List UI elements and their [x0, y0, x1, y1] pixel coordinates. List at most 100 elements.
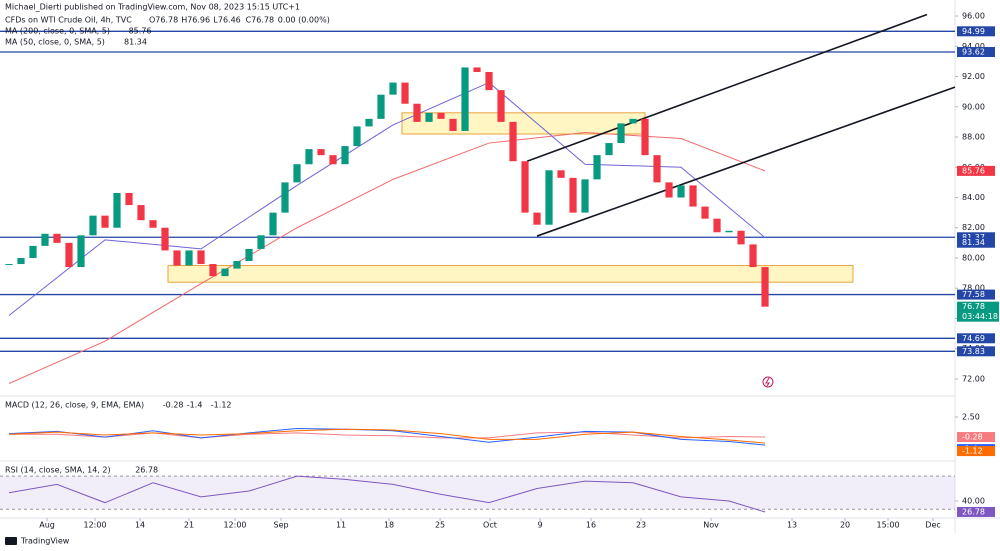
x-tick-label: 20	[840, 521, 850, 530]
x-tick-label: Sep	[274, 521, 289, 530]
value-tag-label: 26.78	[962, 507, 985, 516]
candle	[677, 185, 685, 198]
y-tick-label: 40.00	[962, 496, 985, 505]
footer: TradingView	[20, 537, 70, 546]
candle	[365, 118, 373, 127]
candle	[209, 264, 217, 277]
candle	[629, 118, 637, 124]
level-tag	[957, 26, 995, 37]
value-tag	[957, 432, 995, 443]
candle	[737, 230, 745, 245]
x-tick-label: 9	[537, 521, 542, 530]
candle	[401, 82, 409, 104]
candle	[617, 123, 625, 144]
candle	[521, 161, 529, 213]
level-tag	[957, 289, 995, 300]
y-tick-label: 90.00	[962, 102, 985, 111]
x-tick-label: 11	[336, 521, 346, 530]
candle	[605, 143, 613, 156]
legend-value: -0.28	[163, 401, 184, 410]
y-tick-label: 80.00	[962, 253, 985, 262]
candle	[689, 185, 697, 207]
candle	[449, 118, 457, 131]
legend-value: -1.4	[187, 401, 203, 410]
moving-average	[8, 131, 766, 384]
candle	[305, 149, 313, 165]
candle	[233, 261, 241, 269]
countdown: 03:44:18	[962, 312, 998, 321]
x-tick-label: 18	[384, 521, 394, 530]
symbol: CFDs on WTI Crude Oil, 4h, TVC	[5, 16, 132, 25]
candle	[41, 233, 49, 246]
candle	[353, 126, 361, 147]
x-tick-label: 14	[135, 521, 145, 530]
candle	[701, 206, 709, 219]
candle	[113, 192, 121, 228]
candle	[653, 155, 661, 183]
candle	[257, 235, 265, 249]
candle	[413, 103, 421, 122]
candle	[749, 244, 757, 268]
value-tag-label: -1.12	[962, 447, 983, 456]
ohlc-label: L76.46	[213, 16, 240, 25]
trendline	[526, 13, 928, 162]
x-tick-label: 25	[435, 521, 445, 530]
legend-value: 26.78	[135, 466, 158, 475]
candle	[329, 155, 337, 165]
ohlc-label: O76.78	[149, 16, 178, 25]
level-label: 74.69	[962, 334, 985, 343]
price-tag-label: 76.78	[962, 302, 985, 311]
ma-tag-label: 81.34	[962, 238, 985, 247]
candle	[377, 94, 385, 119]
ohlc-label: C76.78	[246, 16, 275, 25]
level-tag	[957, 47, 995, 58]
candle	[713, 218, 721, 233]
candle	[149, 220, 157, 228]
y-tick-label: 88.00	[962, 133, 985, 142]
x-tick-label: Nov	[703, 521, 719, 530]
level-label: 73.83	[962, 347, 985, 356]
y-tick-label: 94.00	[962, 42, 985, 51]
y-tick-label: 84.00	[962, 193, 985, 202]
y-tick-label: 78.00	[962, 284, 985, 293]
indicator-line	[8, 428, 766, 444]
x-tick-label: Oct	[483, 521, 497, 530]
x-tick-label: 12:00	[223, 521, 246, 530]
candle	[485, 71, 493, 91]
candle	[245, 248, 253, 262]
y-tick-label: 96.00	[962, 12, 985, 21]
level-label: 93.62	[962, 48, 985, 57]
candle	[17, 257, 25, 265]
candle	[221, 268, 229, 277]
candle	[269, 212, 277, 236]
y-tick-label: 82.00	[962, 223, 985, 232]
level-label: 81.37	[962, 233, 985, 242]
ma-tag	[957, 165, 995, 176]
y-tick-label: 92.00	[962, 72, 985, 81]
x-tick-label: Dec	[925, 521, 940, 530]
candle	[581, 179, 589, 213]
x-tick-label: Aug	[39, 521, 55, 530]
legend-name: MA (200, close, 0, SMA, 5)	[5, 27, 110, 36]
candle	[29, 245, 37, 258]
candle	[473, 67, 481, 72]
legend-value: 85.76	[129, 27, 152, 36]
level-tag	[957, 333, 995, 344]
candle	[5, 264, 13, 266]
candle	[593, 155, 601, 180]
publisher: Michael_Dierti published on TradingView.…	[5, 3, 300, 12]
ma-tag-label: 85.76	[962, 166, 985, 175]
candle	[461, 67, 469, 131]
level-tag	[957, 232, 995, 243]
y-tick-label: 2.50	[962, 413, 980, 422]
ma-tag	[957, 237, 995, 248]
x-tick-label: 13	[787, 521, 797, 530]
x-tick-label: 16	[586, 521, 596, 530]
candle	[173, 250, 181, 266]
candle	[557, 170, 565, 178]
candle	[197, 250, 205, 265]
candle	[293, 164, 301, 183]
candle	[65, 242, 73, 268]
legend-value: -1.12	[211, 401, 232, 410]
